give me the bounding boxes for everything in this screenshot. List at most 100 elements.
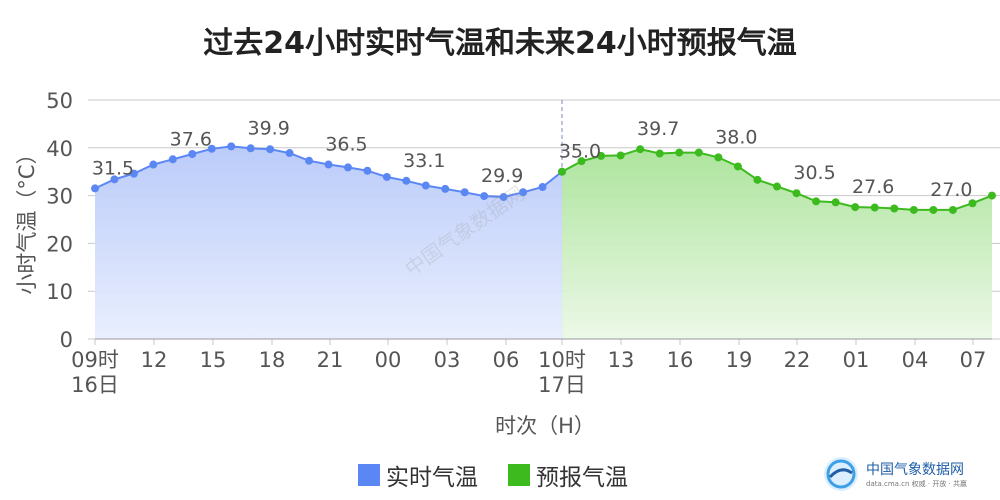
past-series-point [266, 145, 275, 154]
legend-label-forecast: 预报气温 [536, 465, 628, 491]
x-tick-label: 19 [726, 348, 753, 372]
forecast-series-point [831, 198, 840, 207]
past-series-point [441, 184, 450, 193]
past-series-point [110, 175, 119, 184]
legend-label-past: 实时气温 [386, 465, 478, 491]
forecast-series-point [753, 175, 762, 184]
forecast-series-point [890, 204, 899, 213]
past-series-point [538, 182, 547, 191]
past-series-point [324, 160, 333, 169]
x-tick-label: 01 [843, 348, 870, 372]
y-axis-label: 小时气温（°C） [15, 143, 39, 294]
x-tick-label: 22 [784, 348, 811, 372]
past-series-data-label: 37.6 [170, 128, 212, 150]
past-series-point [382, 172, 391, 181]
x-tick-label: 00 [375, 348, 402, 372]
area-fills [95, 146, 992, 339]
x-tick-label: 15 [200, 348, 227, 372]
forecast-series-point [851, 203, 860, 212]
brand-subtitle: data.cma.cn 权威 · 开放 · 共赢 [866, 480, 968, 488]
past-series-point [207, 144, 216, 153]
past-series-data-label: 31.5 [92, 157, 134, 179]
past-series-point [129, 169, 138, 178]
x-axis-label: 时次（H） [495, 414, 595, 438]
forecast-series-point [577, 157, 586, 166]
past-series-point [168, 155, 177, 164]
x-tick-label: 03 [434, 348, 461, 372]
forecast-series-point [714, 153, 723, 162]
x-tick-label: 12 [141, 348, 168, 372]
x-tick-label: 16 [667, 348, 694, 372]
past-series-point [421, 181, 430, 190]
past-series-point [499, 193, 508, 202]
x-tick-label: 06 [493, 348, 520, 372]
legend-swatch-past [358, 464, 380, 486]
x-tick-label: 13 [608, 348, 635, 372]
forecast-series-point [792, 189, 801, 198]
x-tick-label: 18 [259, 348, 286, 372]
x-tick-label: 09时 [71, 348, 119, 372]
past-series-data-label: 39.9 [248, 117, 290, 139]
forecast-series-point [968, 199, 977, 208]
legend-swatch-forecast [508, 464, 530, 486]
past-series-area [95, 146, 562, 339]
y-tick-label: 20 [46, 232, 73, 256]
y-tick-label: 0 [60, 328, 73, 352]
y-tick-label: 10 [46, 280, 73, 304]
data-labels: 31.5 37.6 39.9 36.5 33.1 29.9 35.0 39.7 38.0 30.5… [92, 117, 973, 201]
forecast-series-data-label: 38.0 [715, 126, 757, 148]
x-tick-label: 21 [317, 348, 344, 372]
past-series-data-label: 33.1 [403, 150, 445, 172]
forecast-series-point [675, 148, 684, 157]
chart-title: 过去24小时实时气温和未来24小时预报气温 [203, 26, 797, 61]
past-series-point [91, 184, 99, 193]
forecast-series-point [988, 191, 996, 200]
forecast-series-data-label: 27.6 [852, 176, 894, 198]
forecast-series-point [733, 162, 742, 171]
forecast-series-point [948, 205, 957, 214]
forecast-series-point [597, 151, 606, 160]
y-tick-label: 30 [46, 185, 73, 209]
past-series-point [305, 156, 314, 165]
past-series-point [188, 150, 197, 159]
x-tick-date-label: 16日 [71, 373, 119, 397]
past-series-point [246, 144, 255, 153]
legend-item-past[interactable]: 实时气温 [358, 458, 478, 492]
past-series-data-label: 29.9 [481, 165, 523, 187]
forecast-series-data-label: 39.7 [637, 118, 679, 140]
forecast-series-point [909, 205, 918, 214]
past-series-point [460, 188, 469, 197]
past-series-point [402, 176, 411, 185]
brand-logo: 中国气象数据网 data.cma.cn 权威 · 开放 · 共赢 [822, 454, 992, 494]
y-tick-label: 40 [46, 137, 73, 161]
forecast-series-point [870, 203, 879, 212]
forecast-series-point [636, 145, 645, 154]
past-series-point [343, 163, 352, 172]
forecast-series-data-label: 27.0 [930, 179, 972, 201]
legend-item-forecast[interactable]: 预报气温 [508, 458, 628, 492]
forecast-series-area [562, 149, 992, 339]
x-tick-label: 10时 [538, 348, 586, 372]
forecast-series-point [812, 197, 821, 206]
forecast-series-point [558, 167, 566, 176]
cma-logo-icon [824, 457, 858, 491]
x-tick-label: 07 [960, 348, 987, 372]
x-tick-date-label: 17日 [538, 373, 586, 397]
legend: 实时气温 预报气温 [358, 458, 628, 492]
past-series-point [149, 160, 158, 169]
forecast-series-point [773, 182, 781, 191]
past-series-data-label: 35.0 [559, 141, 601, 163]
past-series-data-label: 36.5 [325, 134, 367, 156]
forecast-series-point [694, 148, 703, 157]
forecast-series-point [655, 149, 664, 158]
forecast-series-point [616, 151, 625, 160]
forecast-series-data-label: 30.5 [793, 162, 835, 184]
past-series-point [480, 192, 489, 201]
past-series-point [227, 142, 236, 151]
data-points [91, 142, 996, 214]
past-series-point [519, 188, 528, 197]
x-tick-label: 04 [902, 348, 929, 372]
past-series-point [285, 149, 294, 158]
